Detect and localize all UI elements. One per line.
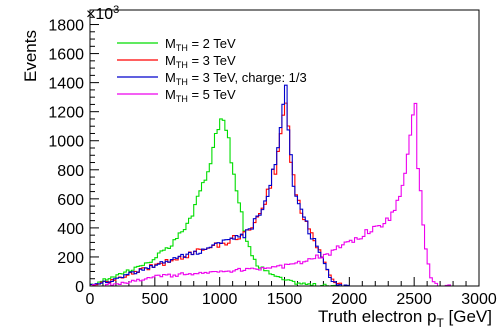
y-tick-label: 400 <box>57 221 84 238</box>
x-tick-label: 0 <box>86 291 95 308</box>
x-tick-label: 3000 <box>461 291 497 308</box>
y-tick-label: 1200 <box>48 105 84 122</box>
plot-frame <box>89 9 480 287</box>
x-axis-label-main: Truth electron p <box>318 307 436 326</box>
y-axis-label: Events <box>21 30 40 82</box>
y-tick-label: 0 <box>75 279 84 296</box>
y-tick-label: 200 <box>57 250 84 267</box>
x-tick-label: 1500 <box>267 291 303 308</box>
x-tick-label: 1000 <box>202 291 238 308</box>
x-axis-label: Truth electron pT [GeV] <box>318 307 492 330</box>
legend-entry: MTH = 2 TeV <box>165 36 236 53</box>
y-tick-label: 1000 <box>48 134 84 151</box>
y-tick-label: 600 <box>57 192 84 209</box>
y-tick-label: 1600 <box>48 47 84 64</box>
y-tick-label: 800 <box>57 163 84 180</box>
series-line <box>90 102 479 287</box>
legend-entry: MTH = 5 TeV <box>165 87 236 104</box>
y-tick-label: 1400 <box>48 76 84 93</box>
x-axis-label-unit: [GeV] <box>444 307 492 326</box>
axis-ticks: 0 500 1000 1500 2000 2500 3000 0 200 400 600 800 100… <box>48 9 497 308</box>
x-tick-label: 500 <box>141 291 168 308</box>
y-tick-label: 1800 <box>48 18 84 35</box>
legend-entry: MTH = 3 TeV <box>165 53 236 70</box>
x-tick-label: 2000 <box>332 291 368 308</box>
x-axis-label-sub: T <box>436 316 444 330</box>
x-tick-label: 2500 <box>396 291 432 308</box>
legend-entry: MTH = 3 TeV, charge: 1/3 <box>165 70 307 87</box>
